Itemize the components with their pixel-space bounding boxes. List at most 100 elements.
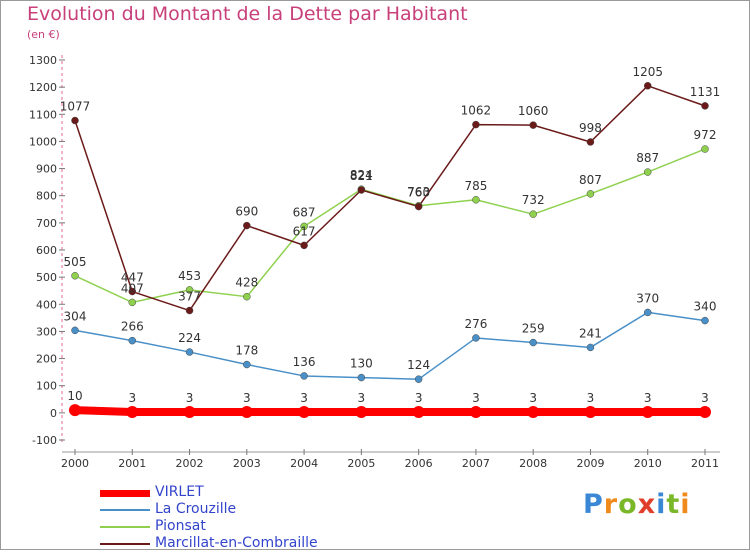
data-label: 304 [64,309,87,323]
legend-swatch [100,543,150,545]
data-point [414,375,423,383]
data-point [412,406,425,419]
data-point [128,298,137,307]
data-label: 1131 [690,85,721,99]
y-tick-label: 600 [36,244,57,257]
data-point [128,287,137,296]
data-label: 1060 [518,104,549,118]
y-tick-label: -100 [32,434,57,447]
data-label: 276 [464,317,487,331]
data-point [529,210,537,218]
data-label: 3 [358,391,366,405]
data-point [414,202,423,211]
data-point [300,372,308,380]
data-label: 763 [407,185,430,199]
data-point [185,286,194,294]
series-line-3 [74,85,706,312]
logo-letter: r [603,489,619,520]
data-label: 687 [293,205,316,219]
data-label: 377 [178,290,201,304]
y-tick-label: 800 [36,190,57,203]
data-label: 428 [235,276,258,290]
y-tick-label: 1200 [29,81,57,94]
series-line-1 [74,311,706,380]
chart-subtitle: (en €) [27,28,60,41]
x-tick-label: 2011 [691,457,719,470]
data-label: 3 [587,391,595,405]
data-point [71,272,79,280]
data-point [584,406,597,419]
data-label: 3 [644,391,652,405]
legend-swatch [100,509,150,511]
data-label: 370 [636,291,659,305]
logo-letter: o [618,489,638,520]
legend-label: Marcillat-en-Combraille [155,535,318,551]
y-tick-label: 1100 [29,108,57,121]
data-point [701,316,709,325]
data-label: 785 [464,179,487,193]
data-point [71,116,79,125]
legend-swatch [100,490,150,497]
y-tick-label: 300 [36,325,57,338]
data-point [355,406,368,419]
data-label: 3 [472,391,480,405]
data-label: 136 [293,355,316,369]
data-label: 3 [415,391,423,405]
y-tick-label: 400 [36,298,57,311]
series-points [69,82,711,419]
logo-letter: i [680,489,691,520]
data-point [185,348,194,356]
y-tick-label: 200 [36,353,57,366]
data-label: 340 [694,300,717,314]
data-label: 1077 [60,100,91,114]
data-point [71,326,79,335]
legend-swatch [100,526,150,528]
logo-letter: t [666,489,681,520]
data-point [243,221,251,230]
series-lines [71,85,709,417]
x-tick-label: 2004 [290,457,318,470]
data-label: 3 [128,391,136,405]
data-label: 224 [178,331,201,345]
data-point [298,406,311,419]
data-point [300,222,308,231]
data-label: 617 [293,224,316,238]
data-label: 407 [121,281,144,295]
data-label: 690 [235,205,258,219]
data-point [183,406,196,419]
y-tick-label: 900 [36,163,57,176]
chart-title: Evolution du Montant de la Dette par Hab… [27,3,468,25]
x-tick-label: 2010 [634,457,662,470]
y-tick-label: 500 [36,271,57,284]
x-tick-label: 2006 [405,457,433,470]
logo-letter: P [583,489,604,520]
data-point [643,308,652,317]
data-label: 824 [350,168,373,182]
y-tick-label: 700 [36,217,57,230]
data-point [699,406,711,419]
data-point [69,404,81,417]
y-tick-label: 1300 [29,54,57,67]
data-point [529,121,537,129]
data-point [472,196,480,204]
data-label: 3 [243,391,251,405]
x-tick-label: 2007 [462,457,490,470]
proxiti-logo: Proxiti [583,489,691,520]
data-point [243,360,251,369]
x-tick-label: 2000 [61,457,89,470]
data-label: 266 [121,320,144,334]
data-point [300,241,308,250]
y-tick-label: 100 [36,380,57,393]
data-point [701,145,709,153]
logo-letter: x [637,489,657,520]
legend-label: Pionsat [155,518,206,534]
data-label: 3 [186,391,194,405]
y-tick-label: 0 [50,407,57,420]
data-label: 760 [407,186,430,200]
axes: -100 0 100 200 300 400 500 600 700 800 900 1000 1100… [29,54,720,470]
data-point [357,186,366,194]
data-label: 1062 [461,104,492,118]
data-point [529,338,537,347]
